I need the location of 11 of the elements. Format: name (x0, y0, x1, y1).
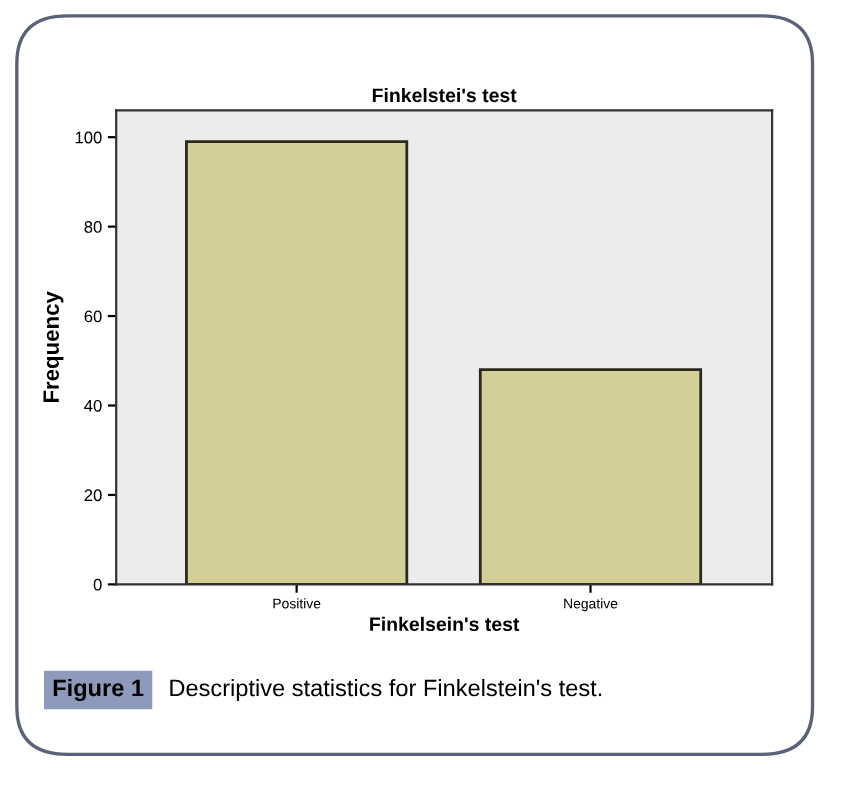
y-tick-label: 20 (84, 489, 102, 502)
y-tick-label: 0 (93, 578, 102, 591)
y-tick-label: 80 (84, 221, 102, 233)
text: Descriptive statistics for Finkelstein's test. (170, 678, 602, 701)
chart-title: Finkelstei's test (372, 87, 517, 103)
y-tick-label: 60 (84, 310, 102, 323)
x-axis-title: Finkelsein's test (370, 616, 520, 632)
y-tick-label: 100 (75, 131, 102, 144)
y-tick-label: 40 (84, 399, 102, 412)
y-axis-title: Frequency (43, 291, 64, 403)
caption: Figure 1 (53, 678, 144, 702)
